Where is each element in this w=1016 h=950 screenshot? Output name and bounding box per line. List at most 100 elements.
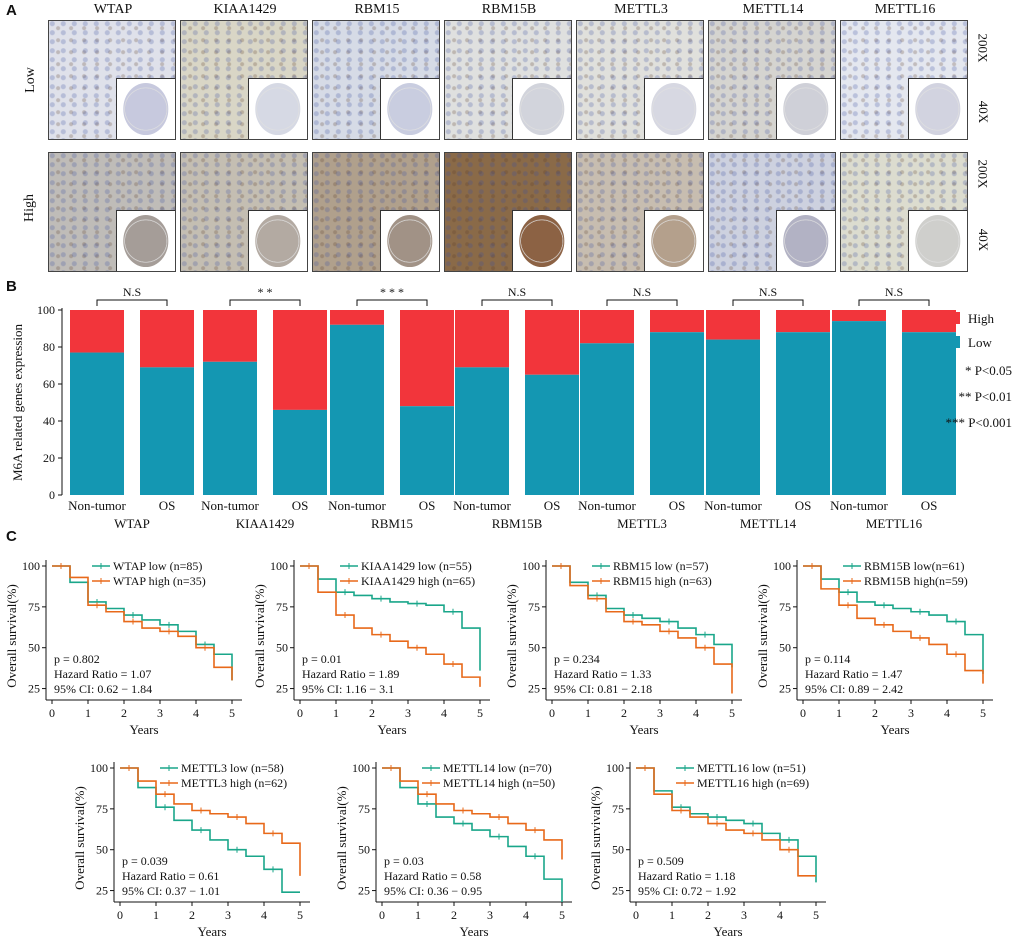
y-tick-label: 25 <box>779 682 791 696</box>
ihc-high-image <box>312 152 440 272</box>
tma-inset <box>115 209 175 271</box>
survival-plot: 25 50 75 100 0 1 2 3 4 5 Years Overall survival(%) M… <box>72 761 310 939</box>
group-label: OS <box>292 498 309 513</box>
legend-label: METTL14 low (n=70) <box>443 761 552 775</box>
tissue-core <box>255 82 301 135</box>
legend-label: RBM15 low (n=57) <box>613 559 708 573</box>
x-tick-label: 5 <box>477 706 483 720</box>
legend-label: RBM15 high (n=63) <box>613 574 712 588</box>
group-label: Non-tumor <box>578 498 636 513</box>
legend-label: METTL14 high (n=50) <box>443 776 555 790</box>
ihc-high-image <box>840 152 968 272</box>
x-tick-label: 3 <box>908 706 914 720</box>
tissue-core <box>783 214 829 267</box>
group-label: OS <box>159 498 176 513</box>
x-tick-label: 2 <box>705 908 711 922</box>
bar-high <box>832 310 886 322</box>
group-label: Non-tumor <box>201 498 259 513</box>
stat-label: Hazard Ratio = 1.18 <box>638 869 735 883</box>
ihc-low-image <box>48 20 176 140</box>
x-tick-label: 2 <box>121 706 127 720</box>
x-tick-label: 0 <box>117 908 123 922</box>
legend-label: METTL3 high (n=62) <box>181 776 287 790</box>
tma-inset <box>907 209 967 271</box>
significance-bracket <box>732 299 804 306</box>
x-tick-label: 2 <box>451 908 457 922</box>
x-tick-label: 4 <box>523 908 529 922</box>
gene-label: METTL14 <box>740 516 797 530</box>
y-tick-label: 25 <box>96 884 108 898</box>
y-tick-label: 75 <box>96 802 108 816</box>
survival-curve-high <box>552 565 733 694</box>
survival-curve-high <box>803 565 984 684</box>
survival-plot: 25 50 75 100 0 1 2 3 4 5 Years Overall survival(%) K… <box>252 559 490 737</box>
ihc-high-image <box>708 152 836 272</box>
y-axis-label: Overall survival(%) <box>504 584 519 688</box>
y-tick-label: 100 <box>352 761 370 775</box>
stat-label: Hazard Ratio = 0.58 <box>384 869 481 883</box>
bar-high <box>140 310 194 368</box>
significance-bracket <box>858 299 930 306</box>
x-tick-label: 1 <box>836 706 842 720</box>
survival-curve-high <box>120 767 301 876</box>
group-label: Non-tumor <box>453 498 511 513</box>
y-axis-label: Overall survival(%) <box>334 786 349 890</box>
legend-label: WTAP high (n=35) <box>113 574 206 588</box>
y-tick-label: 75 <box>528 600 540 614</box>
stat-label: p = 0.01 <box>302 652 342 666</box>
ihc-low-image <box>312 20 440 140</box>
y-axis-label: Overall survival(%) <box>588 786 603 890</box>
gene-title: METTL14 <box>742 2 804 17</box>
y-tick-label: 100 <box>522 559 540 573</box>
stat-label: p = 0.03 <box>384 854 424 868</box>
stat-label: Hazard Ratio = 1.89 <box>302 667 399 681</box>
stat-label: 95% CI: 0.36 − 0.95 <box>384 884 482 898</box>
y-tick-label: 60 <box>43 377 55 391</box>
tma-inset <box>643 77 703 139</box>
ihc-high-image <box>180 152 308 272</box>
survival-plot: 25 50 75 100 0 1 2 3 4 5 Years Overall survival(%) M… <box>334 761 572 939</box>
x-tick-label: 1 <box>153 908 159 922</box>
x-tick-label: 5 <box>980 706 986 720</box>
x-tick-label: 4 <box>777 908 783 922</box>
tma-inset <box>511 77 571 139</box>
x-tick-label: 5 <box>229 706 235 720</box>
gene-title: RBM15 <box>354 2 400 17</box>
y-axis-label: Overall survival(%) <box>755 584 770 688</box>
legend-label: RBM15B low(n=61) <box>864 559 964 573</box>
y-tick-label: 80 <box>43 340 55 354</box>
x-tick-label: 0 <box>379 908 385 922</box>
significance-bracket <box>96 299 168 306</box>
y-axis-label: M6A related genes expression <box>10 323 25 481</box>
stat-label: p = 0.509 <box>638 854 684 868</box>
y-tick-label: 75 <box>28 600 40 614</box>
x-tick-label: 2 <box>872 706 878 720</box>
x-tick-label: 1 <box>585 706 591 720</box>
bar-high <box>455 310 509 368</box>
significance-label: * * * <box>380 285 404 299</box>
significance-label: N.S <box>885 285 903 299</box>
x-tick-label: 5 <box>297 908 303 922</box>
tma-inset <box>511 209 571 271</box>
tma-inset <box>115 77 175 139</box>
tissue-core <box>519 214 565 267</box>
significance-bracket <box>606 299 678 306</box>
pvalue-note: * P<0.05 <box>965 363 1012 378</box>
legend-label: WTAP low (n=85) <box>113 559 202 573</box>
significance-bracket <box>356 299 428 306</box>
tissue-core <box>651 214 697 267</box>
x-tick-label: 1 <box>85 706 91 720</box>
x-tick-label: 3 <box>487 908 493 922</box>
stat-label: 95% CI: 0.62 − 1.84 <box>54 682 152 696</box>
x-tick-label: 4 <box>261 908 267 922</box>
tissue-core <box>123 82 169 135</box>
x-tick-label: 5 <box>559 908 565 922</box>
significance-label: N.S <box>633 285 651 299</box>
gene-title: RBM15B <box>481 2 537 17</box>
panel-label-b: B <box>6 278 17 295</box>
survival-plot: 25 50 75 100 0 1 2 3 4 5 Years Overall survival(%) R… <box>504 559 742 737</box>
y-axis-label: Overall survival(%) <box>4 584 19 688</box>
x-axis-label: Years <box>197 924 226 939</box>
x-tick-label: 3 <box>741 908 747 922</box>
tissue-core <box>783 82 829 135</box>
